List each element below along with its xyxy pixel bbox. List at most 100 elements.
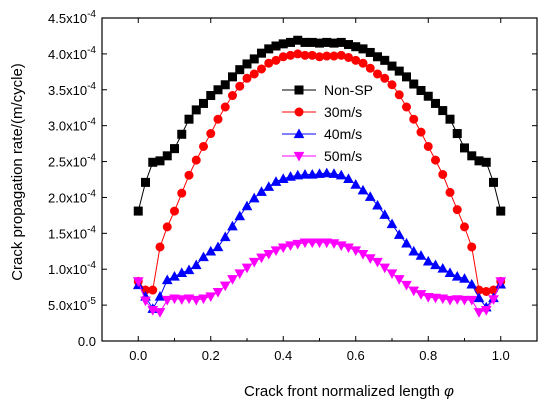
data-point: [183, 294, 195, 305]
data-point: [394, 90, 404, 100]
data-point: [430, 98, 440, 108]
data-point: [299, 169, 311, 179]
legend-marker: [294, 85, 304, 95]
data-point: [190, 295, 202, 306]
data-point: [459, 273, 470, 283]
data-point: [299, 238, 311, 249]
series-line: [137, 39, 502, 212]
data-point: [416, 127, 426, 137]
legend-marker: [293, 128, 305, 139]
legend-marker: [294, 107, 304, 117]
data-point: [219, 281, 231, 292]
data-point: [496, 206, 506, 216]
data-point: [444, 267, 456, 277]
data-point: [416, 85, 426, 95]
data-point: [199, 98, 209, 108]
y-tick-label: 3.0x10-4: [48, 117, 96, 134]
series-50m-s: [132, 238, 507, 318]
x-tick-label: 0.2: [202, 348, 220, 363]
data-point: [444, 295, 456, 306]
data-point: [169, 294, 180, 305]
data-point: [206, 91, 216, 101]
data-point: [155, 156, 165, 166]
data-point: [438, 106, 448, 116]
data-point: [213, 85, 223, 95]
data-point: [235, 81, 245, 91]
data-point: [480, 305, 492, 316]
data-point: [271, 55, 281, 65]
data-point: [401, 102, 411, 112]
data-point: [408, 286, 420, 297]
data-point: [213, 114, 223, 124]
plot-frame: [101, 17, 538, 342]
data-point: [445, 114, 455, 124]
data-point: [473, 308, 485, 318]
data-point: [177, 129, 187, 139]
data-point: [132, 277, 144, 287]
data-point: [466, 295, 478, 306]
data-point: [270, 176, 282, 186]
data-point: [307, 50, 317, 60]
data-point: [190, 259, 202, 270]
data-point: [488, 177, 498, 187]
data-point: [350, 246, 362, 257]
data-point: [495, 277, 507, 287]
data-point: [219, 231, 231, 242]
y-tick-label: 5.0x10-5: [48, 296, 96, 313]
data-point: [170, 144, 180, 154]
data-point: [321, 167, 333, 178]
data-point: [423, 141, 433, 151]
y-tick-label: 4.5x10-4: [48, 9, 96, 26]
data-point: [358, 58, 368, 68]
y-tick-label: 4.0x10-4: [48, 45, 96, 62]
series-30m-s: [133, 49, 506, 296]
data-point: [256, 253, 267, 264]
plot-series: [132, 35, 507, 318]
data-point: [227, 220, 238, 231]
data-point: [430, 259, 441, 270]
data-point: [228, 91, 238, 101]
data-point: [379, 209, 391, 219]
data-point: [380, 73, 390, 83]
data-point: [393, 275, 405, 285]
data-point: [415, 250, 427, 260]
data-point: [184, 170, 194, 180]
y-tick-label: 0.0: [78, 334, 96, 349]
data-point: [393, 229, 405, 239]
data-point: [278, 52, 288, 62]
data-point: [452, 205, 462, 215]
data-point: [387, 80, 397, 90]
data-point: [183, 264, 195, 275]
data-point: [364, 191, 376, 201]
data-point: [248, 257, 260, 268]
data-point: [220, 102, 230, 112]
data-point: [430, 155, 440, 165]
data-point: [241, 200, 253, 211]
x-tick-label: 0.0: [129, 348, 147, 363]
data-point: [241, 263, 253, 274]
data-point: [364, 254, 376, 264]
legend-marker: [293, 151, 305, 162]
data-point: [401, 280, 412, 291]
data-point: [293, 49, 303, 59]
data-point: [263, 181, 275, 191]
legend-label: 40m/s: [324, 126, 362, 142]
data-point: [350, 179, 362, 189]
data-point: [481, 286, 491, 296]
data-point: [314, 168, 325, 178]
data-point: [292, 169, 304, 180]
data-point: [205, 292, 217, 302]
data-point: [408, 245, 420, 256]
data-point: [386, 269, 398, 279]
data-point: [155, 242, 165, 252]
data-point: [379, 263, 391, 274]
data-point: [220, 80, 230, 90]
data-point: [365, 63, 375, 73]
series-line: [137, 242, 502, 313]
data-point: [176, 267, 188, 277]
data-point: [277, 243, 289, 254]
data-point: [314, 238, 325, 249]
legend-entry: 50m/s: [282, 148, 362, 164]
x-axis-symbol: φ: [444, 383, 454, 400]
data-point: [292, 239, 304, 250]
